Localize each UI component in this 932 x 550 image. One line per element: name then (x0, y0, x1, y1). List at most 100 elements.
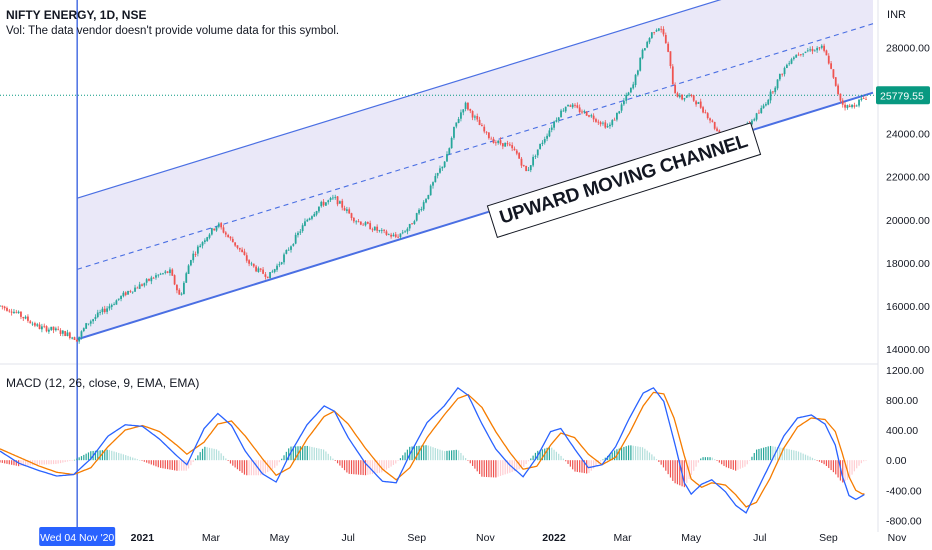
candle (99, 312, 102, 313)
macd-histogram-bar (488, 460, 490, 478)
macd-histogram-bar (565, 460, 567, 462)
macd-histogram-bar (341, 460, 343, 468)
macd-histogram-bar (772, 446, 774, 461)
macd-histogram-bar (285, 451, 287, 461)
macd-histogram-bar (157, 460, 159, 468)
candle (623, 100, 625, 105)
date-marker-badge (39, 527, 116, 546)
candle (422, 202, 425, 210)
candle (858, 99, 860, 106)
macd-histogram-bar (90, 451, 92, 461)
candle (788, 63, 791, 65)
macd-histogram-bar (795, 450, 797, 461)
candle (811, 48, 814, 52)
macd-histogram-bar (155, 460, 157, 467)
macd-histogram-bar (309, 446, 311, 461)
candle (539, 143, 541, 149)
macd-histogram-bar (655, 459, 658, 461)
symbol-title[interactable]: NIFTY ENERGY, 1D, NSE (6, 8, 147, 22)
candle (189, 260, 192, 266)
macd-histogram-bar (350, 460, 353, 475)
macd-axis-tick: -800.00 (886, 515, 922, 527)
macd-histogram-bar (797, 451, 800, 461)
candle (141, 284, 143, 286)
macd-histogram-bar (485, 460, 488, 478)
candle (250, 263, 253, 265)
candle (597, 121, 600, 123)
candle (755, 113, 758, 120)
candle (192, 253, 195, 261)
candle (20, 311, 22, 317)
macd-histogram-bar (87, 452, 90, 461)
macd-histogram-bar (392, 460, 395, 466)
macd-histogram-bar (413, 446, 415, 461)
macd-histogram-bar (41, 460, 43, 465)
candle (75, 339, 78, 342)
macd-histogram-bar (756, 449, 758, 461)
candle (334, 196, 337, 198)
candle (751, 120, 753, 125)
candle (73, 337, 76, 341)
candle (373, 226, 376, 231)
macd-histogram-bar (769, 445, 772, 461)
macd-histogram-bar (339, 460, 341, 466)
macd-histogram-bar (572, 460, 574, 470)
candle (602, 122, 604, 124)
candle (841, 100, 844, 105)
candle (357, 221, 360, 223)
candle (36, 324, 39, 326)
candle (839, 93, 842, 101)
candle (713, 122, 716, 129)
time-axis-tick: Jul (341, 532, 354, 544)
candle (555, 120, 558, 122)
macd-histogram-bar (611, 452, 613, 461)
macd-indicator-label[interactable]: MACD (12, 26, close, 9, EMA, EMA) (6, 376, 200, 390)
candle (210, 228, 213, 235)
candle (425, 199, 427, 203)
macd-histogram-bar (199, 452, 201, 461)
candle (646, 41, 649, 48)
macd-histogram-bar (523, 460, 525, 467)
candle (781, 73, 784, 75)
candle (657, 28, 660, 31)
candle (269, 272, 271, 279)
macd-histogram-bar (644, 448, 646, 461)
candle (57, 328, 60, 330)
macd-histogram-bar (520, 460, 523, 469)
candle (553, 121, 555, 128)
macd-histogram-bar (376, 460, 378, 474)
candle (82, 328, 85, 332)
macd-histogram-bar (430, 446, 432, 461)
macd-histogram-bar (304, 445, 306, 461)
macd-histogram-bar (141, 460, 143, 461)
candle (343, 208, 346, 211)
time-axis-tick: May (681, 532, 702, 544)
candle (697, 102, 700, 104)
macd-histogram-bar (115, 452, 117, 461)
candle (408, 223, 411, 229)
macd-histogram-bar (62, 460, 64, 463)
time-axis-tick: Sep (819, 532, 838, 544)
macd-histogram-bar (695, 460, 697, 467)
candle (206, 237, 209, 241)
macd-histogram-bar (511, 460, 513, 472)
time-axis-tick: Wed 04 Nov '20 (40, 532, 114, 544)
macd-histogram-bar (162, 460, 164, 469)
macd-histogram-bar (760, 448, 762, 461)
signal-line (0, 391, 865, 508)
macd-histogram-bar (555, 451, 557, 461)
candle (327, 200, 330, 203)
candle (653, 32, 656, 33)
candle (280, 262, 283, 264)
macd-histogram-bar (539, 450, 541, 461)
candle (448, 148, 451, 155)
candle (825, 50, 828, 56)
candle (169, 269, 171, 273)
macd-histogram-bar (262, 460, 264, 475)
candle (837, 85, 839, 95)
price-axis-tick: 28000.00 (886, 42, 930, 54)
candle (94, 316, 97, 320)
candle (569, 105, 572, 107)
macd-histogram-bar (702, 457, 704, 461)
